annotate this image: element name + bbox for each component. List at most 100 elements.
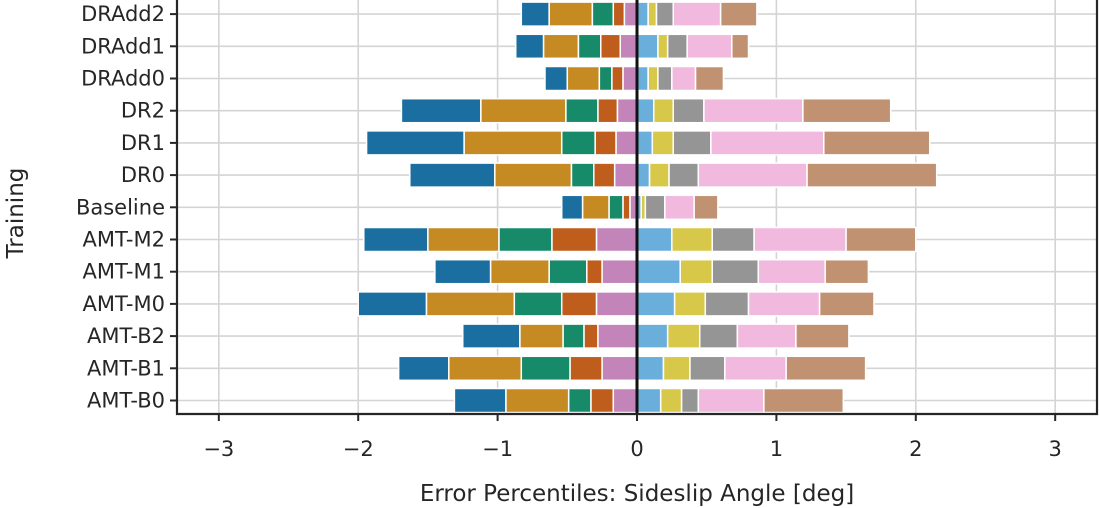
bar-segment-positive [671, 65, 697, 92]
bar-segment-negative [498, 226, 553, 253]
y-axis-ticks: DRAdd2 DRAdd1 DRAdd0 DR2 DR1 DR0 Baseline AMT-M… [76, 2, 177, 413]
bar-segment-positive [802, 97, 892, 124]
bar-segment-positive [845, 226, 917, 253]
x-tick-label: −2 [343, 437, 374, 461]
bar-segment-negative [595, 226, 638, 253]
bar-segment-negative [600, 33, 622, 60]
bar-segment-positive [736, 323, 797, 349]
bar-segment-negative [560, 194, 584, 221]
bar-segment-negative [494, 162, 573, 188]
y-tick-label: AMT-M2 [83, 228, 165, 252]
y-tick-label: DR2 [121, 99, 165, 123]
y-tick-label: DR1 [121, 131, 165, 155]
bar-segment-positive [719, 1, 758, 27]
bar-segment-positive [651, 130, 674, 156]
bar-segment-positive [704, 291, 750, 317]
bar-segment-negative [601, 258, 638, 285]
bar-segment-negative [520, 355, 571, 382]
bar-segment-positive [757, 258, 826, 285]
bar-segment-negative [591, 1, 615, 27]
bar-segment-negative [566, 65, 601, 92]
x-tick-label: −3 [203, 437, 234, 461]
bar-segment-negative [542, 33, 580, 60]
bar-row-amt-b2 [462, 323, 850, 349]
bar-segment-negative [427, 226, 500, 253]
bar-segment-positive [636, 33, 659, 60]
bars [357, 1, 938, 414]
bar-segment-positive [711, 258, 760, 285]
bar-segment-negative [397, 355, 450, 382]
bar-row-dradd0 [544, 65, 725, 92]
bar-segment-negative [616, 97, 638, 124]
bar-row-dr0 [409, 162, 938, 188]
bar-segment-negative [619, 33, 638, 60]
bar-segment-positive [636, 65, 649, 92]
bar-segment-negative [480, 97, 567, 124]
bar-segment-negative [365, 130, 465, 156]
bar-segment-positive [697, 387, 765, 414]
bar-segment-positive [672, 97, 705, 124]
bar-segment-negative [581, 194, 610, 221]
bar-segment-positive [694, 65, 725, 92]
bar-segment-positive [636, 162, 651, 188]
bar-segment-positive [806, 162, 938, 188]
bar-segment-negative [551, 226, 598, 253]
bar-segment-positive [636, 291, 676, 317]
bar-segment-positive [652, 97, 674, 124]
bar-segment-negative [560, 291, 598, 317]
bar-segment-positive [698, 323, 739, 349]
bar-segment-negative [357, 291, 428, 317]
y-tick-label: DRAdd1 [81, 34, 165, 58]
bar-segment-positive [655, 1, 674, 27]
bar-segment-negative [453, 387, 507, 414]
bar-segment-negative [608, 194, 624, 221]
bar-segment-positive [703, 97, 804, 124]
bar-segment-negative [505, 387, 570, 414]
bar-segment-positive [659, 387, 683, 414]
x-tick-label: 3 [1048, 437, 1061, 461]
bar-row-amt-b0 [453, 387, 845, 414]
bar-segment-positive [680, 387, 700, 414]
y-tick-label: DRAdd2 [81, 2, 165, 26]
bar-segment-negative [595, 291, 638, 317]
y-tick-label: AMT-M1 [83, 260, 165, 284]
bar-segment-negative [622, 65, 638, 92]
bar-segment-positive [636, 226, 673, 253]
bar-segment-positive [668, 162, 700, 188]
x-tick-label: 1 [770, 437, 783, 461]
bar-segment-positive [763, 387, 845, 414]
bar-segment-negative [548, 1, 594, 27]
bar-segment-negative [611, 65, 624, 92]
bar-segment-positive [795, 323, 850, 349]
bar-segment-negative [434, 258, 492, 285]
bar-row-dradd2 [520, 1, 758, 27]
y-tick-label: DR0 [121, 163, 165, 187]
bar-segment-positive [672, 1, 722, 27]
bar-segment-negative [567, 387, 592, 414]
bar-segment-negative [462, 323, 521, 349]
bar-segment-negative [565, 97, 599, 124]
bar-segment-positive [644, 194, 666, 221]
bar-segment-positive [636, 1, 649, 27]
bar-row-dr2 [400, 97, 892, 124]
bar-segment-positive [648, 162, 670, 188]
x-tick-label: 0 [630, 437, 643, 461]
bar-row-amt-m1 [434, 258, 870, 285]
bar-segment-negative [514, 33, 545, 60]
bar-segment-positive [647, 65, 659, 92]
bar-segment-negative [519, 323, 564, 349]
bar-segment-negative [570, 162, 595, 188]
bar-segment-negative [577, 33, 602, 60]
y-axis-label: Training [3, 168, 29, 260]
bar-segment-negative [363, 226, 429, 253]
bar-segment-positive [636, 387, 662, 414]
bar-segment-negative [622, 194, 631, 221]
bar-segment-positive [679, 258, 714, 285]
bar-row-amt-m2 [363, 226, 917, 253]
bar-segment-negative [597, 97, 619, 124]
bar-segment-negative [612, 387, 638, 414]
bar-segment-positive [818, 291, 875, 317]
bar-segment-negative [597, 323, 638, 349]
bar-row-dradd1 [514, 33, 750, 60]
